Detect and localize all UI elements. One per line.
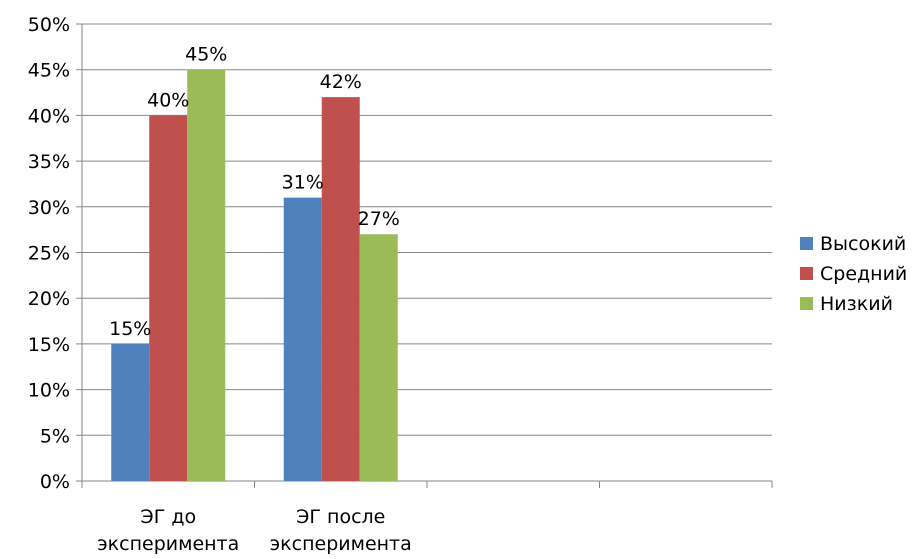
data-label: 45% <box>185 44 227 66</box>
bar <box>321 97 360 482</box>
x-category-label: ЭГ до <box>140 506 196 528</box>
x-category-label: эксперимента <box>270 533 412 555</box>
y-tick-label: 25% <box>28 243 70 265</box>
data-label: 42% <box>320 71 362 93</box>
x-category-label: ЭГ после <box>296 506 385 528</box>
y-tick-label: 5% <box>40 425 70 447</box>
bar <box>111 343 150 481</box>
bar <box>149 115 188 482</box>
legend: Высокий Средний Низкий <box>800 233 907 315</box>
data-label: 27% <box>358 208 400 230</box>
legend-swatch <box>800 267 813 280</box>
y-tick-label: 0% <box>40 471 70 493</box>
legend-label: Низкий <box>820 293 893 315</box>
y-tick-label: 35% <box>28 151 70 173</box>
data-label: 15% <box>109 318 151 340</box>
y-tick-label: 15% <box>28 334 70 356</box>
x-category-label: эксперимента <box>97 533 239 555</box>
y-tick-label: 30% <box>28 197 70 219</box>
axes: 0% 5% 10% 15% 20% 25% 30% 35% 40% 45% 50% ЭГ до эксп… <box>28 14 773 555</box>
y-tick-label: 40% <box>28 105 70 127</box>
data-labels: 15% 40% 45% 31% 42% 27% <box>109 44 400 340</box>
legend-swatch <box>800 237 813 250</box>
bar <box>359 234 398 481</box>
y-tick-label: 10% <box>28 380 70 402</box>
legend-swatch <box>800 297 813 310</box>
data-label: 31% <box>282 172 324 194</box>
legend-label: Средний <box>820 263 907 285</box>
bars <box>111 69 398 482</box>
data-label: 40% <box>147 89 189 111</box>
y-tick-label: 20% <box>28 288 70 310</box>
y-tick-label: 50% <box>28 14 70 36</box>
bar <box>283 197 322 481</box>
legend-label: Высокий <box>820 233 906 255</box>
y-tick-label: 45% <box>28 60 70 82</box>
bar <box>187 69 226 481</box>
